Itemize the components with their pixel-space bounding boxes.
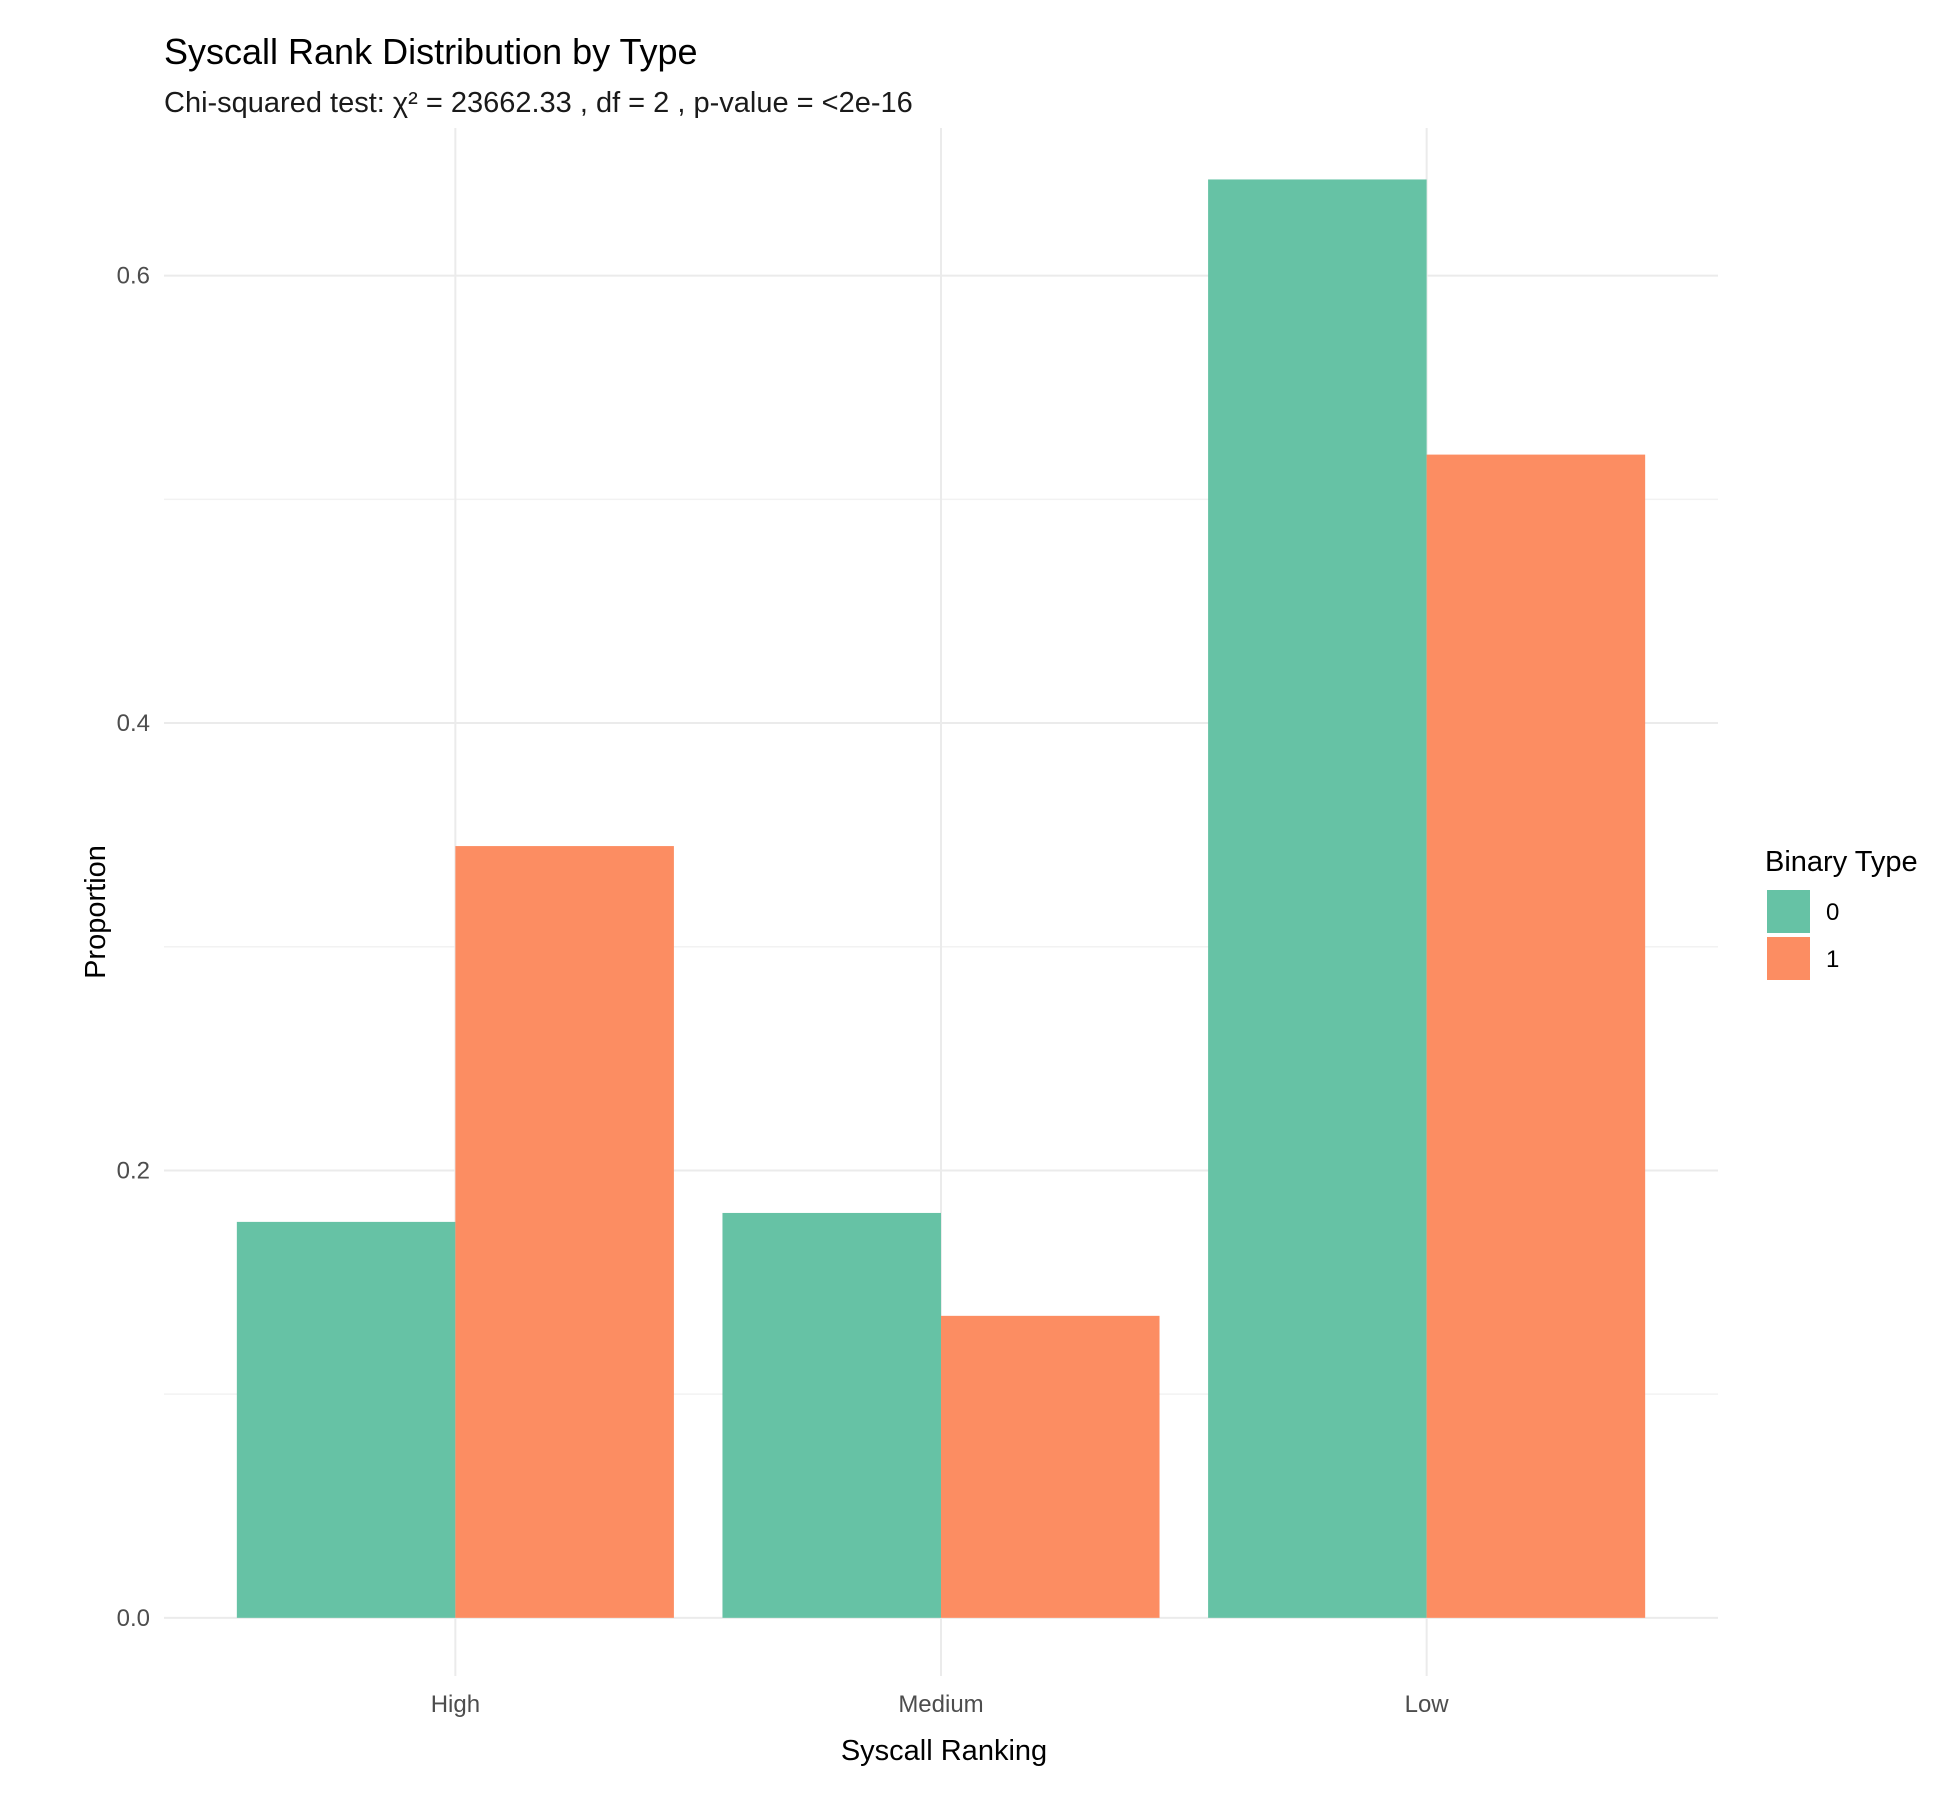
- bar-low-type-1: [1426, 454, 1646, 1618]
- legend-label-0: 0: [1826, 899, 1839, 926]
- legend-title: Binary Type: [1765, 846, 1918, 878]
- chart-title: Syscall Rank Distribution by Type: [164, 31, 698, 72]
- bar-high-type-1: [455, 846, 674, 1618]
- bars: [236, 179, 1646, 1618]
- x-tick-label: High: [431, 1691, 480, 1718]
- y-tick-label: 0.0: [117, 1605, 150, 1632]
- bar-medium-type-0: [722, 1212, 941, 1618]
- bar-low-type-0: [1208, 179, 1427, 1618]
- tick-labels: 0.0 0.2 0.4 0.6 High Medium Low: [117, 263, 1450, 1718]
- y-tick-label: 0.4: [117, 710, 150, 737]
- legend: Binary Type 0 1: [1765, 846, 1918, 980]
- bar-high-type-0: [236, 1221, 456, 1618]
- x-tick-label: Low: [1405, 1691, 1450, 1718]
- legend-key-1: [1767, 937, 1810, 980]
- x-axis-title: Syscall Ranking: [841, 1735, 1047, 1767]
- y-axis-title: Proportion: [80, 845, 112, 979]
- y-tick-label: 0.6: [117, 263, 150, 290]
- legend-key-0: [1767, 890, 1810, 933]
- chart-subtitle: Chi-squared test: χ² = 23662.33 , df = 2…: [164, 87, 913, 119]
- bar-medium-type-1: [941, 1315, 1160, 1618]
- legend-label-1: 1: [1826, 946, 1839, 973]
- x-tick-label: Medium: [898, 1691, 983, 1718]
- y-tick-label: 0.2: [117, 1157, 150, 1184]
